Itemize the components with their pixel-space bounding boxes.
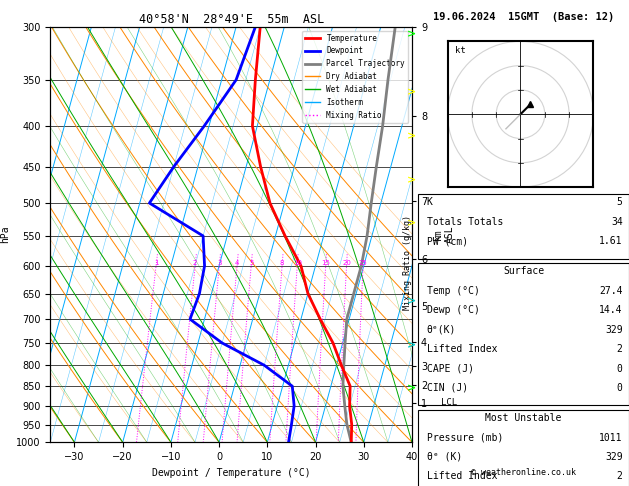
Text: θᵉ (K): θᵉ (K) — [426, 452, 462, 462]
Text: 15: 15 — [321, 260, 330, 266]
Text: Lifted Index: Lifted Index — [426, 471, 497, 482]
Text: 10: 10 — [292, 260, 302, 266]
Text: Totals Totals: Totals Totals — [426, 217, 503, 227]
Text: K: K — [426, 197, 433, 208]
Text: >: > — [408, 340, 416, 350]
Text: 25: 25 — [359, 260, 367, 266]
Text: >: > — [408, 175, 416, 185]
Text: 2: 2 — [617, 471, 623, 482]
Text: PW (cm): PW (cm) — [426, 236, 468, 246]
Text: >: > — [408, 384, 416, 394]
Text: Temp (°C): Temp (°C) — [426, 286, 479, 296]
Text: 4: 4 — [235, 260, 239, 266]
Text: 329: 329 — [605, 452, 623, 462]
Text: 5: 5 — [617, 197, 623, 208]
Text: © weatheronline.co.uk: © weatheronline.co.uk — [471, 468, 576, 477]
Text: Dewp (°C): Dewp (°C) — [426, 305, 479, 315]
Text: 8: 8 — [280, 260, 284, 266]
Text: 1011: 1011 — [599, 433, 623, 443]
X-axis label: Dewpoint / Temperature (°C): Dewpoint / Temperature (°C) — [152, 468, 311, 478]
Text: 27.4: 27.4 — [599, 286, 623, 296]
Text: θᵉ(K): θᵉ(K) — [426, 325, 456, 335]
Title: 40°58'N  28°49'E  55m  ASL: 40°58'N 28°49'E 55m ASL — [138, 13, 324, 26]
Text: Mixing Ratio (g/kg): Mixing Ratio (g/kg) — [403, 215, 412, 310]
Text: 19.06.2024  15GMT  (Base: 12): 19.06.2024 15GMT (Base: 12) — [433, 12, 615, 22]
Text: 1.61: 1.61 — [599, 236, 623, 246]
Text: >: > — [408, 131, 416, 141]
Text: LCL: LCL — [441, 399, 457, 407]
Y-axis label: km
ASL: km ASL — [433, 226, 454, 243]
Text: 0: 0 — [617, 383, 623, 393]
Text: Lifted Index: Lifted Index — [426, 344, 497, 354]
Text: 0: 0 — [617, 364, 623, 374]
Text: Pressure (mb): Pressure (mb) — [426, 433, 503, 443]
Text: 3: 3 — [217, 260, 221, 266]
Bar — [418, 263, 629, 405]
Bar — [418, 194, 629, 259]
Text: >: > — [408, 219, 416, 228]
Text: >: > — [408, 296, 416, 306]
Text: 14.4: 14.4 — [599, 305, 623, 315]
Text: 1: 1 — [154, 260, 159, 266]
Text: CIN (J): CIN (J) — [426, 383, 468, 393]
Text: >: > — [408, 87, 416, 97]
Text: 5: 5 — [249, 260, 253, 266]
Text: CAPE (J): CAPE (J) — [426, 364, 474, 374]
Y-axis label: hPa: hPa — [1, 226, 11, 243]
Text: 20: 20 — [342, 260, 351, 266]
Text: kt: kt — [455, 47, 465, 55]
Legend: Temperature, Dewpoint, Parcel Trajectory, Dry Adiabat, Wet Adiabat, Isotherm, Mi: Temperature, Dewpoint, Parcel Trajectory… — [302, 31, 408, 122]
Text: 2: 2 — [617, 344, 623, 354]
Text: Surface: Surface — [503, 266, 544, 277]
Text: >: > — [408, 29, 416, 39]
Text: 2: 2 — [193, 260, 198, 266]
Text: 329: 329 — [605, 325, 623, 335]
Text: Most Unstable: Most Unstable — [486, 413, 562, 423]
Bar — [418, 410, 629, 486]
Text: 34: 34 — [611, 217, 623, 227]
